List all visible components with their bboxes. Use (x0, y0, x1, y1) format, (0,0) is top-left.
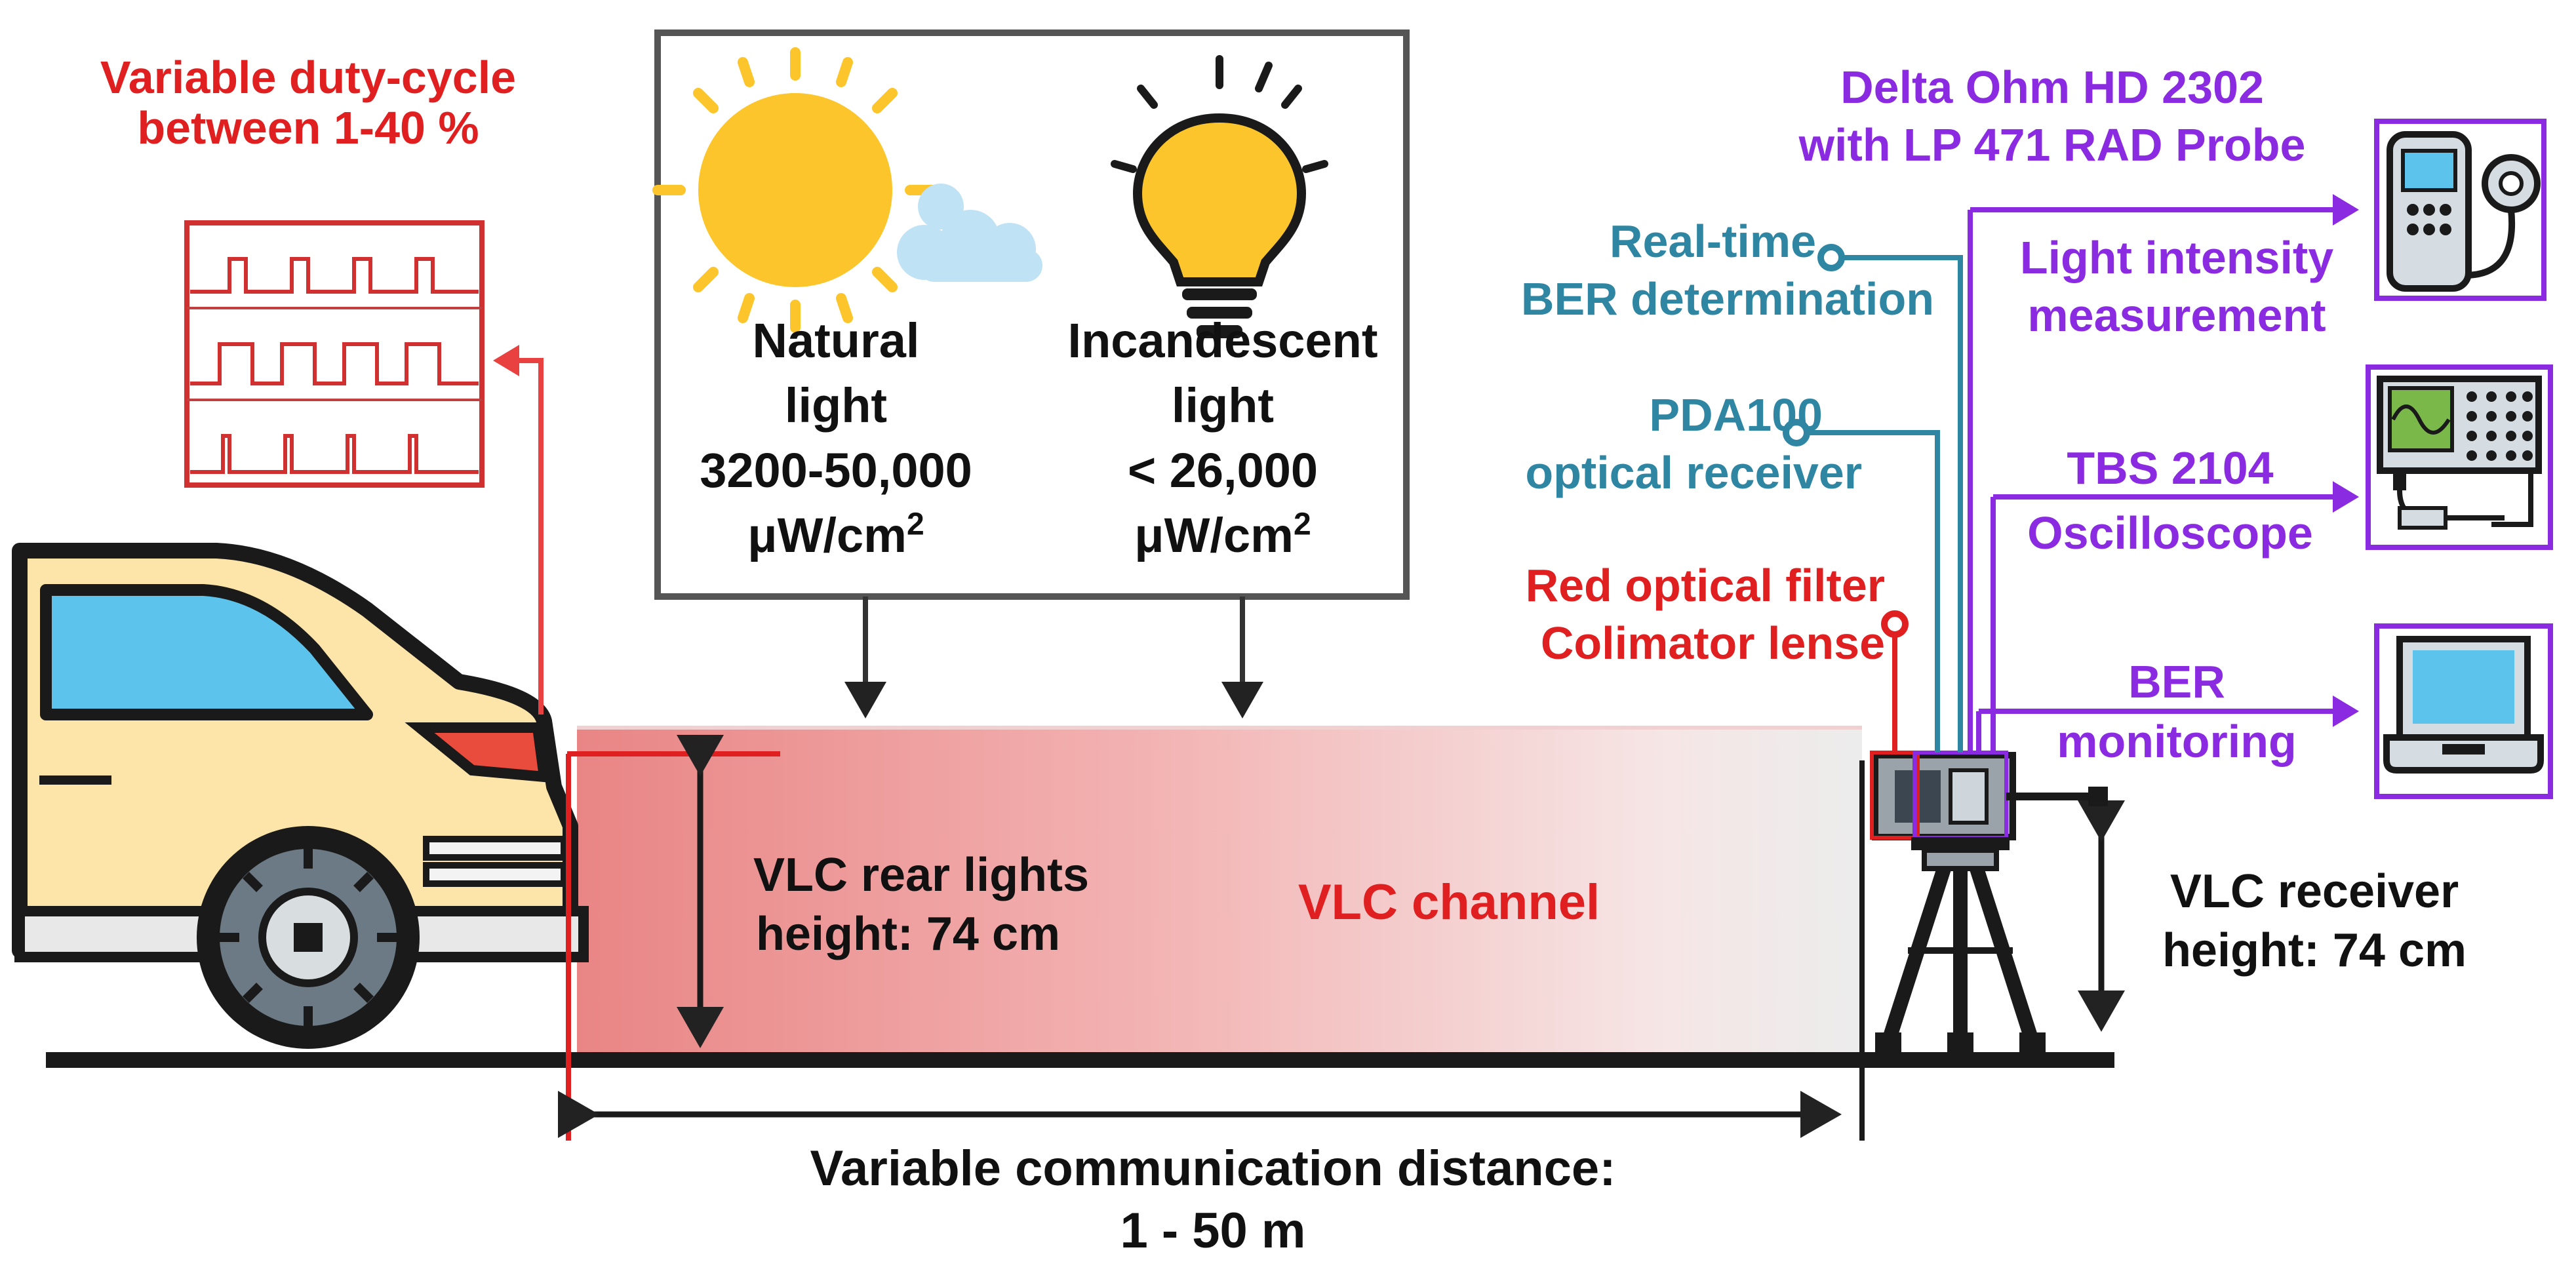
light-bulb-icon (1111, 55, 1328, 338)
duty-cycle-label: Variable duty-cycle between 1-40 % (46, 52, 570, 153)
oscilloscope-icon (2366, 364, 2553, 550)
incandescent-light-subtitle: light (1171, 378, 1275, 433)
duty-cycle-line1: Variable duty-cycle (100, 52, 517, 103)
receiver-tripod-icon (1870, 751, 2108, 1059)
pda100-label: PDA100 optical receiver (1311, 387, 1862, 501)
oscilloscope-line1: TBS 2104 (2067, 442, 2274, 494)
laptop-icon (2374, 623, 2553, 799)
incandescent-light-title: Incandescent (1067, 313, 1378, 368)
natural-light-label: Natural light 3200-50,000 μW/cm2 (652, 308, 1020, 568)
realtime-ber-label: Real-time BER determination (1377, 213, 1934, 328)
car-icon (12, 543, 589, 1049)
receiver-height-label: VLC receiver height: 74 cm (2118, 862, 2511, 980)
pda100-line1: PDA100 (1649, 389, 1823, 441)
vlc-channel-area (577, 728, 1862, 1055)
ber-monitoring-line1: BER (2128, 656, 2225, 707)
light-meter-icon (2374, 119, 2546, 301)
sun-icon (652, 47, 938, 333)
natural-light-range: 3200-50,000 (700, 443, 972, 498)
distance-line1: Variable communication distance: (810, 1141, 1616, 1196)
natural-light-subtitle: light (784, 378, 888, 433)
natural-light-unit: μW/cm2 (747, 507, 924, 563)
vlc-channel-label: VLC channel (1298, 874, 1600, 930)
rear-lights-line1: VLC rear lights (753, 849, 1090, 901)
receiver-height-line2: height: 74 cm (2162, 924, 2467, 977)
light-intensity-label: Light intensity measurement (1973, 229, 2380, 344)
optical-filter-line2: Colimator lense (1540, 617, 1885, 669)
oscilloscope-line2: Oscilloscope (2027, 507, 2313, 559)
duty-cycle-line2: between 1-40 % (137, 102, 479, 153)
oscilloscope-label: TBS 2104 Oscilloscope (1987, 436, 2354, 566)
pda100-line2: optical receiver (1525, 446, 1862, 498)
optical-filter-label: Red optical filter Colimator lense (1311, 557, 1885, 672)
duty-cycle-waveform-box (184, 220, 485, 488)
ground-line (46, 1052, 2114, 1068)
light-intensity-line2: measurement (2027, 289, 2326, 341)
delta-ohm-line1: Delta Ohm HD 2302 (1840, 62, 2264, 113)
cloud-icon (897, 184, 1042, 282)
realtime-ber-line2: BER determination (1520, 273, 1934, 324)
light-intensity-line1: Light intensity (2019, 232, 2334, 283)
natural-light-title: Natural (752, 313, 920, 368)
incandescent-light-range: < 26,000 (1127, 443, 1318, 498)
realtime-ber-line1: Real-time (1609, 216, 1816, 267)
ber-monitoring-label: BER monitoring (1993, 652, 2360, 772)
receiver-height-line1: VLC receiver (2170, 865, 2459, 918)
rear-lights-line2: height: 74 cm (755, 908, 1061, 960)
delta-ohm-line2: with LP 471 RAD Probe (1798, 119, 2306, 170)
ber-monitoring-line2: monitoring (2057, 716, 2297, 767)
distance-label: Variable communication distance: 1 - 50 … (656, 1137, 1770, 1262)
delta-ohm-label: Delta Ohm HD 2302 with LP 471 RAD Probe (1718, 59, 2387, 174)
distance-line2: 1 - 50 m (1120, 1203, 1306, 1259)
optical-filter-line1: Red optical filter (1525, 560, 1885, 611)
rear-lights-height-label: VLC rear lights height: 74 cm (708, 846, 1134, 964)
incandescent-light-unit: μW/cm2 (1134, 507, 1311, 563)
incandescent-light-label: Incandescent light < 26,000 μW/cm2 (1026, 308, 1419, 568)
